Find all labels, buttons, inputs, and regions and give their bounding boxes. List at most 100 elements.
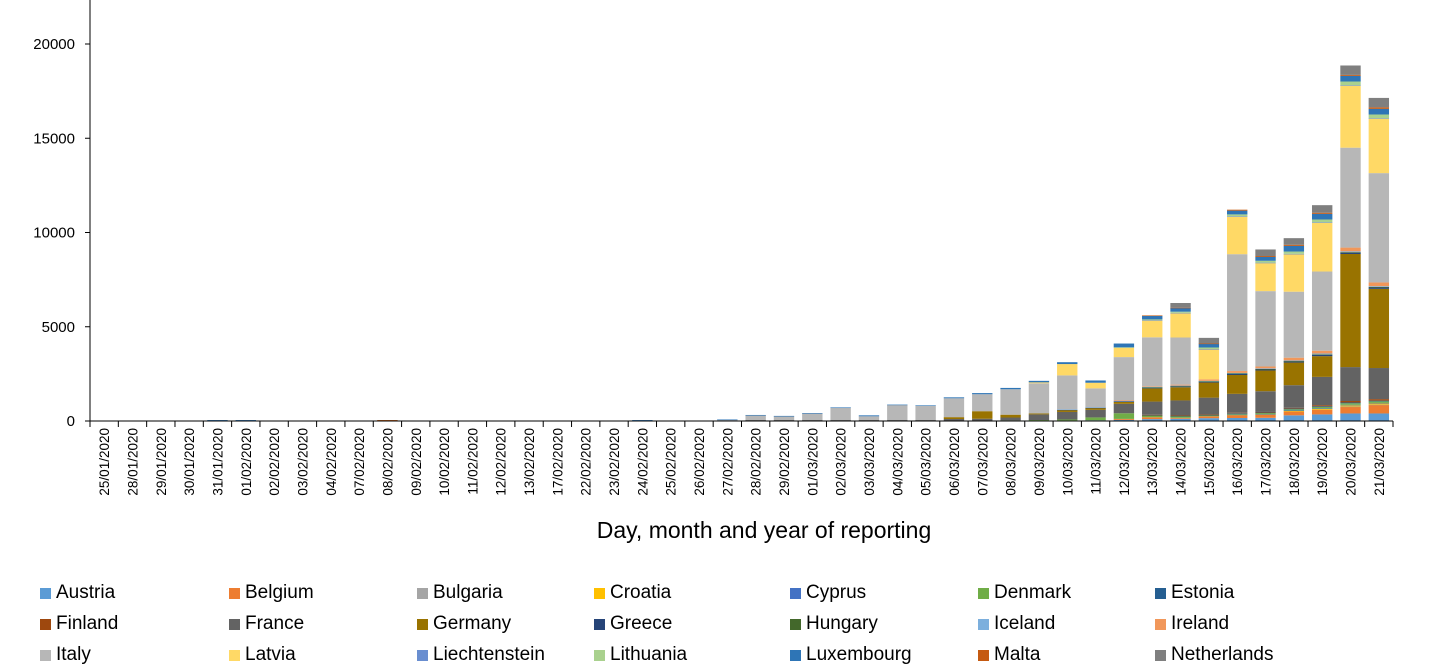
bar-segment-netherlands [1255,249,1276,257]
bar-segment-lithuania [1311,219,1333,223]
bar-segment-france [1000,417,1021,421]
legend-swatch [417,649,428,661]
x-tick-label: 13/03/2020 [1145,428,1160,496]
bar-segment-ireland [1368,282,1390,287]
bar-segment-greece [1085,407,1106,409]
bar-segment-malta [1255,256,1276,257]
bar-segment-iceland [1255,368,1276,370]
bar-segment-hungary [1368,286,1390,288]
bar-segment-italy [915,405,936,421]
bar-segment-croatia [1340,405,1361,407]
legend-item-greece: Greece [594,613,672,635]
bar-segment-italy [887,404,908,421]
x-tick-label: 11/03/2020 [1089,428,1104,495]
bar-segment-liechtenstein [1283,253,1305,255]
bar-segment-denmark [1283,409,1305,411]
bar-segment-finland [1311,405,1333,407]
legend-label: Hungary [806,613,878,634]
bar-segment-latvia [1028,382,1050,384]
x-tick-label: 16/03/2020 [1230,428,1245,496]
bar-segment-estonia [1368,400,1390,402]
legend-swatch [978,587,989,599]
bar-segment-austria [1368,413,1390,421]
bar-segment-belgium [1227,415,1248,418]
bar-segment-luxembourg [1255,257,1276,261]
x-tick-label: 18/03/2020 [1287,428,1302,496]
legend-swatch [790,649,801,661]
bar-segment-estonia [1340,402,1361,404]
bar-segment-luxembourg [1142,315,1163,320]
bar-segment-hungary [1227,373,1248,375]
bar-segment-luxembourg [830,407,851,409]
legend-item-austria: Austria [40,582,115,604]
bar-segment-netherlands [1170,303,1191,308]
bar-segment-latvia [1368,118,1390,174]
bar-segment-hungary [1311,354,1333,355]
x-tick-label: 08/03/2020 [1004,428,1019,496]
bar-segment-germany [972,411,993,419]
bar-segment-germany [1085,407,1106,410]
bar-segment-germany [1340,253,1361,368]
x-tick-label: 08/02/2020 [380,428,395,496]
x-tick-label: 29/01/2020 [154,428,169,496]
bar-segment-ireland [1113,400,1135,402]
x-tick-label: 17/03/2020 [1259,428,1274,496]
bar-segment-belgium [1142,417,1163,420]
bar-segment-italy [1227,254,1248,372]
bar-segment-luxembourg [858,415,880,417]
x-axis-ticks: 25/01/2020 28/01/2020 29/01/2020 30/01/2020… [89,421,1394,496]
bar-segment-luxembourg [717,419,738,421]
bar-segment-malta [1340,74,1361,76]
bar-segment-greece [1283,361,1305,363]
bar-segment-iceland [1368,286,1390,287]
legend-label: Ireland [1171,613,1230,634]
bar-segment-austria [1198,418,1220,421]
bar-segment-italy [1340,147,1361,248]
bar-segment-latvia [1142,320,1163,338]
bar-segment-germany [1000,414,1021,418]
legend-item-malta: Malta [978,644,1040,666]
bar-segment-lithuania [1340,81,1361,86]
bar-segment-iceland [1227,372,1248,374]
bar-segment-malta [1227,209,1248,211]
bar-segment-luxembourg [1085,380,1106,383]
bar-segment-denmark [1340,403,1361,405]
x-tick-label: 14/03/2020 [1174,428,1189,496]
legend-label: Iceland [994,613,1056,634]
bar-segment-iceland [1198,380,1220,382]
legend-item-liechtenstein: Liechtenstein [417,644,545,666]
bar-segment-germany [1028,413,1050,415]
x-tick-label: 21/03/2020 [1372,428,1387,496]
bar-segment-germany [1142,388,1163,402]
x-tick-label: 28/01/2020 [125,428,140,496]
bar-segment-greece [1057,409,1078,411]
legend-item-finland: Finland [40,613,118,635]
bar-segment-luxembourg [1057,362,1078,365]
bar-segment-lithuania [1142,319,1163,321]
bar-segment-italy [972,394,993,412]
bar-segment-lithuania [1198,347,1220,349]
bar-segment-austria [1227,417,1248,421]
bar-segment-luxembourg [887,404,908,406]
legend-label: Netherlands [1171,644,1274,665]
bar-segment-bulgaria [1340,406,1361,408]
bar-segment-hungary [1198,381,1220,383]
bar-segment-france [1255,391,1276,412]
bar-segment-cyprus [1368,402,1390,404]
x-tick-label: 28/02/2020 [749,428,764,496]
bar-segment-liechtenstein [1311,222,1333,223]
x-tick-label: 10/03/2020 [1060,428,1075,496]
x-tick-label: 01/03/2020 [805,428,820,496]
bar-segment-germany [1057,410,1078,412]
bar-segment-malta [1170,307,1191,309]
bar-segment-luxembourg [745,414,766,416]
bar-segment-belgium [1113,418,1135,420]
legend-swatch [40,618,51,630]
bar-segment-lithuania [1170,311,1191,313]
bar-segment-luxembourg [1028,380,1050,383]
bar-segment-cyprus [1340,404,1361,406]
legend-item-ireland: Ireland [1155,613,1229,635]
bar-segment-germany [1198,382,1220,398]
x-tick-label: 25/02/2020 [664,428,679,496]
bar-segment-hungary [1283,361,1305,362]
